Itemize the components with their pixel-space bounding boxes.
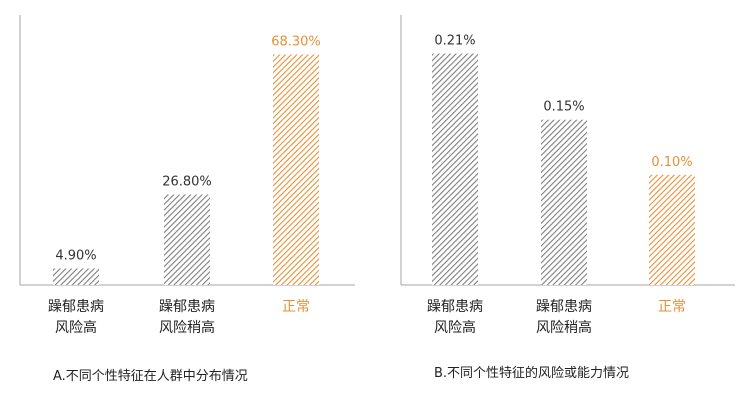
chart-b-caption: B.不同个性特征的风险或能力情况 — [434, 366, 630, 381]
chart-a-value-label: 26.80% — [162, 175, 212, 190]
chart-b-category-label: 躁郁患病 — [427, 299, 483, 315]
chart-a-category-label: 正常 — [282, 299, 310, 315]
chart-b-bar — [541, 119, 587, 285]
chart-a-category-label: 风险高 — [55, 319, 97, 336]
chart-a-bar — [273, 54, 319, 285]
chart-b-value-label: 0.21% — [434, 34, 475, 49]
chart-b-value-label: 0.15% — [543, 100, 584, 115]
chart-b-value-label: 0.10% — [651, 155, 692, 170]
chart-a-category-label: 躁郁患病 — [159, 299, 215, 315]
chart-a-bar — [164, 194, 210, 285]
chart-a-category-label: 躁郁患病 — [48, 299, 104, 315]
chart-b-category-label: 躁郁患病 — [536, 299, 592, 315]
chart-b-bar — [649, 174, 695, 285]
chart-b-category-label: 正常 — [658, 299, 686, 315]
chart-b-category-label: 风险高 — [434, 319, 476, 336]
chart-a-caption: A.不同个性特征在人群中分布情况 — [53, 369, 248, 384]
chart-b-category-label: 风险稍高 — [536, 319, 592, 336]
chart-a-value-label: 4.90% — [55, 248, 96, 263]
chart-b-bar — [432, 53, 478, 286]
chart-a-category-label: 风险稍高 — [159, 319, 215, 336]
chart-a-bar — [53, 268, 99, 285]
chart-a-value-label: 68.30% — [271, 34, 321, 49]
